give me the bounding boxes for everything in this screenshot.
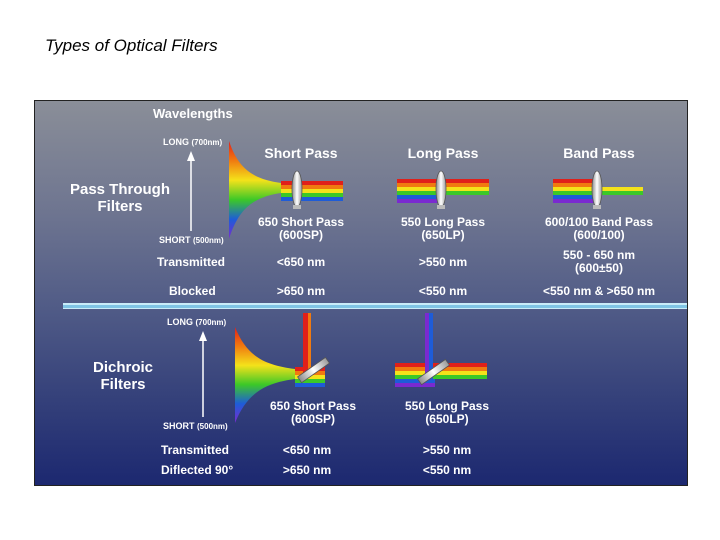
dichroic-long-pass-illustration — [395, 313, 487, 387]
short-pass-header: Short Pass — [264, 145, 338, 161]
short-pass-blocked: >650 nm — [276, 284, 326, 298]
section-divider — [63, 303, 687, 309]
axis-short-label-top: SHORT (500nm) — [159, 235, 224, 245]
wavelengths-label: Wavelengths — [153, 106, 233, 121]
dichroic-short-pass-name: 650 Short Pass (600SP) — [269, 399, 357, 426]
dichroic-transmitted-row-label: Transmitted — [161, 443, 230, 457]
band-pass-illustration — [553, 170, 643, 209]
axis-long-label-bottom: LONG (700nm) — [167, 317, 227, 327]
long-pass-transmitted: >550 nm — [418, 255, 468, 269]
axis-short-label-bottom: SHORT (500nm) — [163, 421, 228, 431]
long-pass-name: 550 Long Pass (650LP) — [400, 215, 486, 242]
pass-through-section-label: Pass Through Filters — [69, 181, 170, 215]
axis-long-label-top: LONG (700nm) — [163, 137, 223, 147]
wavelength-axis-top — [187, 151, 195, 231]
filter-diagram-graphics — [63, 141, 687, 423]
dichroic-short-pass-deflected: >650 nm — [282, 463, 332, 477]
dichroic-long-pass-deflected: <550 nm — [422, 463, 472, 477]
short-pass-name: 650 Short Pass (600SP) — [257, 215, 345, 242]
short-pass-illustration — [229, 141, 343, 239]
dichroic-deflected-row-label: Diflected 90° — [161, 463, 234, 477]
dichroic-short-pass-transmitted: <650 nm — [282, 443, 332, 457]
dichroic-long-pass-name: 550 Long Pass (650LP) — [404, 399, 490, 426]
long-pass-blocked: <550 nm — [418, 284, 468, 298]
dichroic-short-pass-illustration — [235, 313, 331, 423]
filter-diagram-panel: Wavelengths LONG (700nm) SHORT (500nm) P… — [34, 100, 688, 486]
wavelength-axis-bottom — [199, 331, 207, 417]
slide-title: Types of Optical Filters — [45, 36, 218, 55]
long-pass-illustration — [397, 170, 489, 209]
dichroic-section-label: Dichroic Filters — [92, 359, 153, 393]
short-pass-transmitted: <650 nm — [276, 255, 326, 269]
dichroic-long-pass-transmitted: >550 nm — [422, 443, 472, 457]
band-pass-header: Band Pass — [563, 145, 635, 161]
pass-through-blocked-row-label: Blocked — [169, 284, 216, 298]
band-pass-name: 600/100 Band Pass (600/100) — [544, 215, 654, 242]
pass-through-transmitted-row-label: Transmitted — [157, 255, 226, 269]
band-pass-transmitted: 550 - 650 nm (600±50) — [562, 248, 636, 275]
long-pass-header: Long Pass — [407, 145, 479, 161]
band-pass-blocked: <550 nm & >650 nm — [542, 284, 656, 298]
